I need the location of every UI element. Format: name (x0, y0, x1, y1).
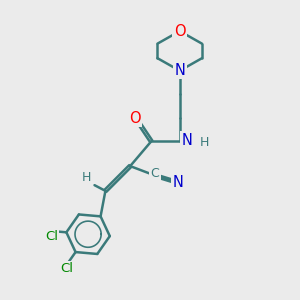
Text: O: O (174, 24, 185, 39)
Text: N: N (181, 133, 192, 148)
Text: H: H (200, 136, 209, 149)
Text: C: C (151, 167, 159, 179)
Text: N: N (174, 63, 185, 78)
Text: O: O (129, 110, 140, 125)
Text: Cl: Cl (45, 230, 58, 243)
Text: Cl: Cl (60, 262, 73, 275)
Text: H: H (82, 171, 91, 184)
Text: N: N (172, 175, 183, 190)
